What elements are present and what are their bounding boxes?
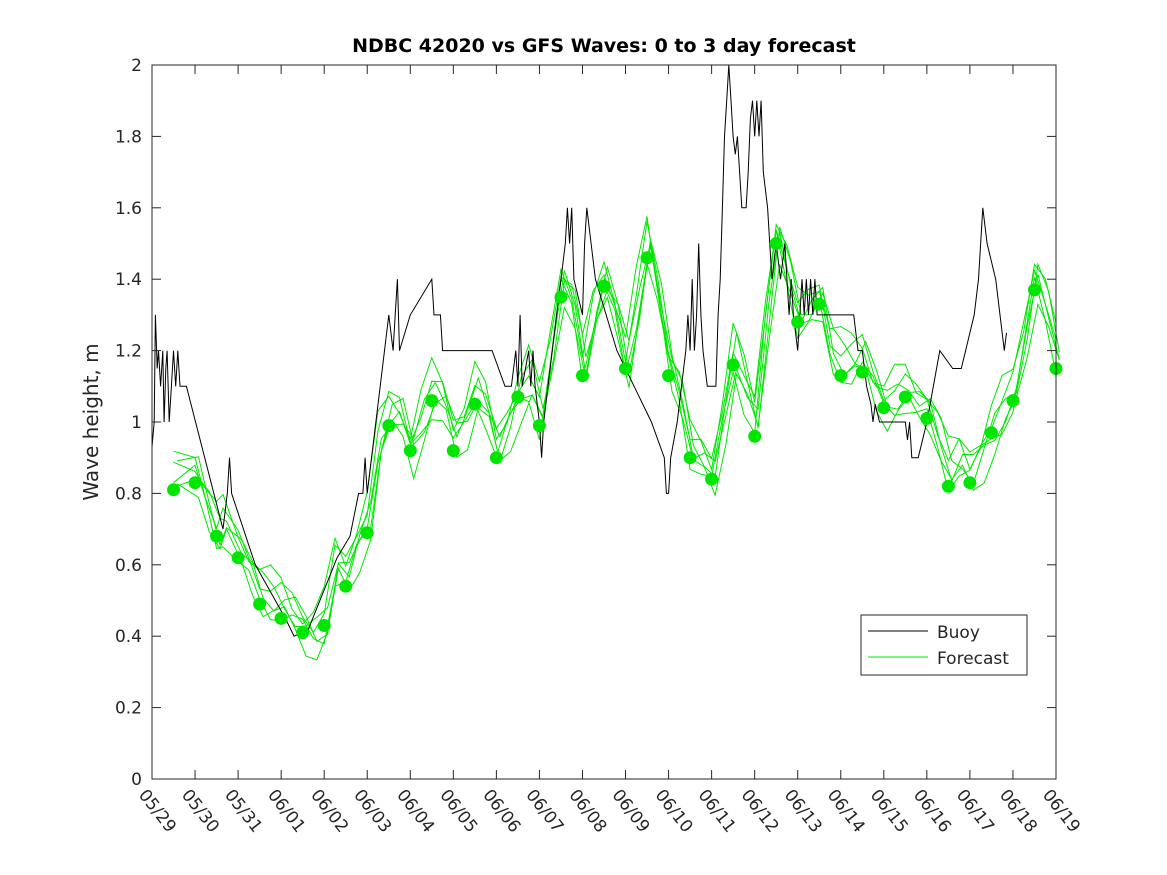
forecast-point-5 [274, 611, 288, 625]
forecast-point-8 [339, 579, 353, 593]
forecast-point-27 [748, 429, 762, 443]
forecast-run-line-5 [173, 216, 1057, 625]
y-tick-label: 0 [131, 770, 142, 790]
forecast-point-10 [382, 419, 396, 433]
forecast-point-23 [662, 369, 676, 383]
forecast-point-20 [597, 279, 611, 293]
forecast-point-37 [963, 476, 977, 490]
forecast-point-14 [468, 397, 482, 411]
forecast-point-13 [446, 444, 460, 458]
forecast-point-38 [984, 426, 998, 440]
y-tick-label: 1.2 [115, 342, 142, 362]
forecast-point-2 [210, 529, 224, 543]
legend-box [860, 614, 1028, 676]
forecast-point-19 [576, 369, 589, 383]
y-tick-label: 1.6 [115, 199, 142, 219]
forecast-run-line-6 [176, 226, 1060, 628]
forecast-point-33 [877, 401, 891, 415]
forecast-point-24 [683, 451, 697, 465]
series-layer [151, 64, 1060, 661]
forecast-point-28 [769, 237, 783, 250]
forecast-point-7 [317, 619, 331, 632]
y-axis-label: Wave height, m [79, 343, 103, 500]
y-tick-label: 0.4 [115, 627, 142, 647]
forecast-point-34 [898, 390, 912, 404]
forecast-point-9 [360, 526, 374, 540]
forecast-point-17 [532, 419, 546, 433]
forecast-point-22 [640, 251, 654, 265]
y-tick-label: 1.4 [115, 270, 142, 290]
y-tick-label: 2 [131, 56, 142, 76]
legend: Buoy Forecast [860, 614, 1028, 676]
y-tick-label: 0.6 [115, 556, 142, 576]
y-tick-label: 1 [131, 413, 142, 433]
buoy-line [151, 64, 1007, 637]
forecast-point-16 [511, 390, 525, 404]
forecast-point-11 [403, 444, 417, 458]
y-tick-label: 0.8 [115, 484, 142, 504]
forecast-point-29 [791, 315, 805, 329]
forecast-point-25 [705, 472, 719, 486]
forecast-point-15 [489, 451, 503, 465]
legend-forecast-label: Forecast [937, 649, 1009, 669]
forecast-point-6 [296, 626, 310, 640]
forecast-point-18 [554, 290, 568, 304]
marker-layer [167, 237, 1063, 640]
forecast-point-30 [812, 297, 826, 311]
forecast-point-1 [188, 476, 202, 490]
y-tick-label: 0.2 [115, 699, 142, 719]
forecast-point-36 [941, 479, 955, 493]
y-tick-label: 1.8 [115, 127, 142, 147]
forecast-point-32 [855, 365, 869, 379]
forecast-point-40 [1028, 283, 1041, 297]
forecast-point-4 [253, 597, 267, 611]
forecast-run-line-1 [173, 229, 1057, 645]
forecast-point-31 [834, 369, 848, 383]
forecast-point-35 [920, 411, 934, 425]
chart-title: NDBC 42020 vs GFS Waves: 0 to 3 day fore… [352, 35, 856, 57]
forecast-point-21 [619, 362, 632, 375]
legend-buoy-label: Buoy [937, 623, 980, 643]
forecast-point-26 [726, 358, 740, 372]
y-axis: 0 0.2 0.4 0.6 0.8 1 1.2 1.4 1.6 1.8 2 [115, 56, 1056, 790]
forecast-point-39 [1006, 394, 1020, 408]
forecast-point-12 [425, 394, 439, 408]
forecast-point-0 [167, 483, 180, 497]
forecast-point-3 [231, 551, 245, 565]
